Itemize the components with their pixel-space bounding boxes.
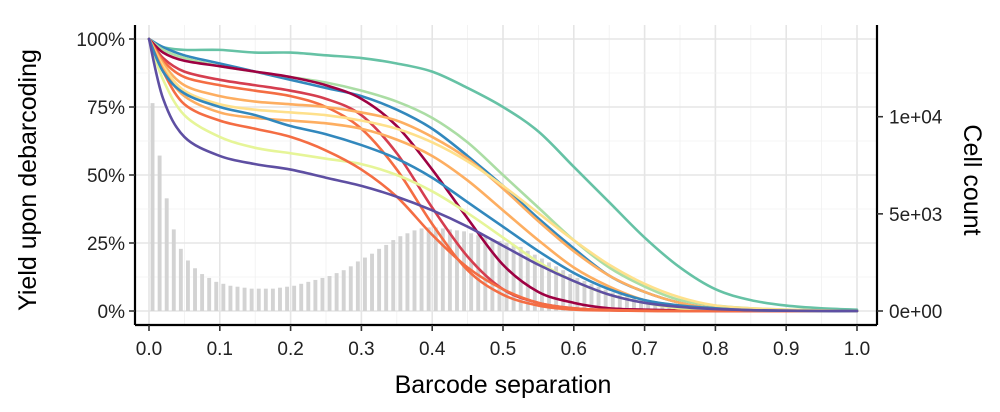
histogram-bar [207,277,212,311]
histogram-bar [200,274,205,311]
histogram-bar [341,270,346,311]
histogram-bar [575,277,580,311]
y-tick-label: 25% [87,234,125,255]
histogram-bar [412,230,417,311]
histogram-bar [355,261,360,311]
histogram-bar [157,155,162,311]
histogram-bar [185,260,190,311]
histogram-bar [419,228,424,311]
histogram-bar [178,248,183,311]
histogram-bar [603,289,608,311]
histogram-bar [348,266,353,311]
histogram-bar [228,285,233,311]
histogram-bar [362,257,367,311]
histogram-bar [660,304,665,311]
histogram-bar [568,274,573,311]
histogram-bar [306,281,311,311]
histogram-bar [653,302,658,311]
histogram-bar [561,270,566,311]
axes [129,25,883,331]
histogram-bar [462,231,467,311]
histogram-bar [511,244,516,311]
y-axis-title: Yield upon debarcoding [14,49,42,311]
histogram-bar [164,198,169,311]
histogram-bar [610,292,615,311]
histogram-bar [278,287,282,311]
histogram-bar [256,288,261,311]
x-tick-label: 0.1 [207,339,233,360]
histogram-bar [384,244,389,311]
histogram-bar [589,283,594,311]
histogram-bar [285,286,290,311]
histogram-bar [150,103,155,311]
x-tick-label: 0.7 [631,339,657,360]
histogram-bar [313,279,318,311]
y-tick-label: 50% [87,166,125,187]
histogram-bar [532,254,537,311]
histogram-bar [639,300,644,311]
histogram-bar [455,230,459,311]
histogram-bar [171,229,176,311]
x-tick-label: 0.8 [702,339,728,360]
histogram-bar [433,227,438,311]
histogram-bar [370,253,374,311]
x-tick-label: 0.2 [277,339,303,360]
histogram-bar [263,288,268,311]
histogram-bar [270,288,275,311]
x-tick-label: 0.5 [490,339,516,360]
y-tick-label: 0% [98,302,126,323]
histogram-bar [377,248,382,311]
histogram-bar [582,280,587,311]
x-tick-label: 0.0 [136,339,162,360]
histogram-bar [617,294,622,311]
histogram-bar [632,298,636,311]
histogram-bar [476,235,481,311]
histogram-bar [646,301,651,311]
histogram-bar [292,285,297,311]
x-tick-label: 0.6 [561,339,587,360]
histogram-bar [221,283,226,311]
histogram-bar [214,281,219,311]
histogram-bar [497,241,502,311]
histogram-bar [490,239,495,311]
histogram-bar [398,236,403,311]
series-line-13 [147,37,859,313]
histogram-bar [405,233,410,311]
x-tick-label: 0.9 [773,339,799,360]
series-line-8 [147,37,859,313]
x-tick-label: 1.0 [844,339,870,360]
histogram-bar [440,228,445,311]
histogram-bar [504,243,509,311]
histogram-bar [426,227,431,311]
histogram-bar [327,276,332,311]
histogram-bar [447,229,452,311]
histogram-bar [539,258,544,311]
histogram-bar [624,296,629,311]
y2-axis-title: Cell count [958,124,986,235]
y2-tick-label: 5e+03 [889,205,942,226]
histogram-bar [525,250,530,311]
histogram-bar [320,277,325,311]
x-axis-title: Barcode separation [395,371,612,399]
x-tick-label: 0.4 [419,339,446,360]
histogram-bar [596,286,601,311]
y2-tick-label: 1e+04 [889,108,943,129]
yield-curves [147,37,859,313]
histogram-bar [547,262,551,311]
histogram-bar [554,266,559,311]
y-tick-label: 100% [76,30,125,51]
y-tick-label: 75% [87,98,125,119]
tick-labels: 0.0 0.1 0.2 0.3 0.4 0.5 0.6 0.7 0.8 0.9 1.0 0% 25% 50… [76,30,942,360]
histogram-bar [235,286,240,311]
y2-tick-label: 0e+00 [889,302,942,323]
histogram-bar [249,288,254,311]
x-tick-label: 0.3 [348,339,374,360]
histogram-bar [334,273,339,311]
histogram-bar [299,283,304,311]
histogram-bar [193,268,197,311]
histogram-bar [242,287,247,311]
histogram-bar [391,240,396,311]
series-line-1 [147,37,859,311]
